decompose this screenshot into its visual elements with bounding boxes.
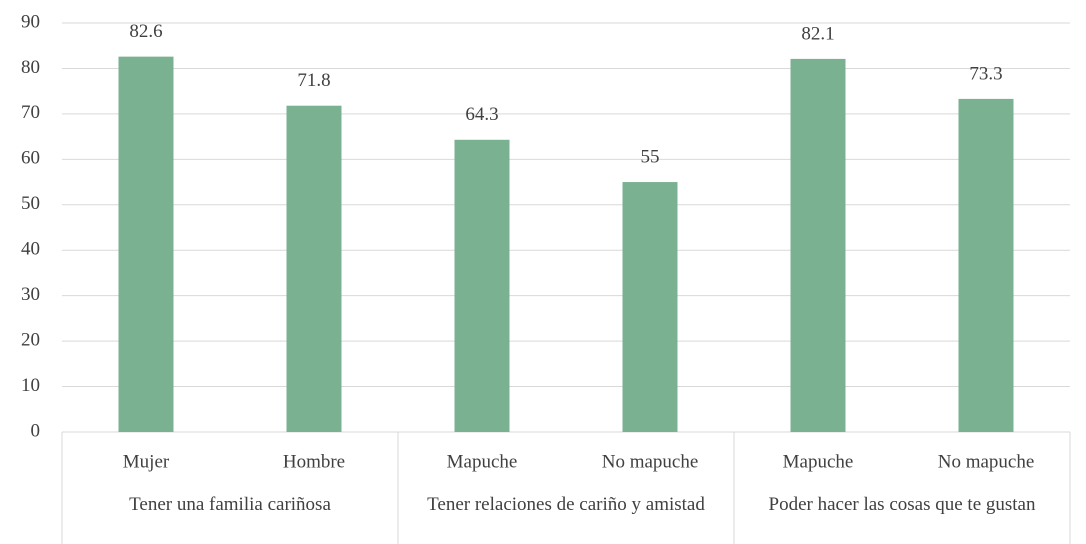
y-tick-label: 10 — [21, 375, 40, 396]
data-label: 82.6 — [129, 21, 162, 42]
y-tick-label: 70 — [21, 102, 40, 123]
bar — [118, 56, 174, 433]
x-tick-label: No mapuche — [938, 451, 1035, 472]
x-tick-label: No mapuche — [602, 451, 699, 472]
x-tick-label: Mapuche — [783, 451, 854, 472]
y-tick-label: 0 — [31, 420, 41, 441]
x-tick-label: Mapuche — [447, 451, 518, 472]
y-tick-label: 30 — [21, 284, 40, 305]
y-tick-label: 90 — [21, 11, 40, 32]
bar — [454, 139, 510, 432]
group-label: Tener una familia cariñosa — [129, 494, 331, 515]
y-tick-label: 20 — [21, 329, 40, 350]
y-tick-label: 60 — [21, 148, 40, 169]
data-label: 82.1 — [801, 23, 834, 44]
bar — [958, 98, 1014, 433]
x-tick-label: Mujer — [123, 451, 170, 472]
data-label: 55 — [641, 146, 660, 167]
data-label: 64.3 — [465, 104, 498, 125]
y-tick-label: 50 — [21, 193, 40, 214]
group-label: Poder hacer las cosas que te gustan — [768, 494, 1036, 515]
bar — [286, 105, 342, 432]
y-tick-label: 40 — [21, 239, 40, 260]
x-tick-label: Hombre — [283, 451, 345, 472]
data-label: 71.8 — [297, 70, 330, 91]
data-label: 73.3 — [969, 63, 1002, 84]
bar — [790, 58, 846, 432]
group-label: Tener relaciones de cariño y amistad — [427, 494, 705, 515]
y-tick-label: 80 — [21, 57, 40, 78]
bar — [622, 182, 678, 432]
